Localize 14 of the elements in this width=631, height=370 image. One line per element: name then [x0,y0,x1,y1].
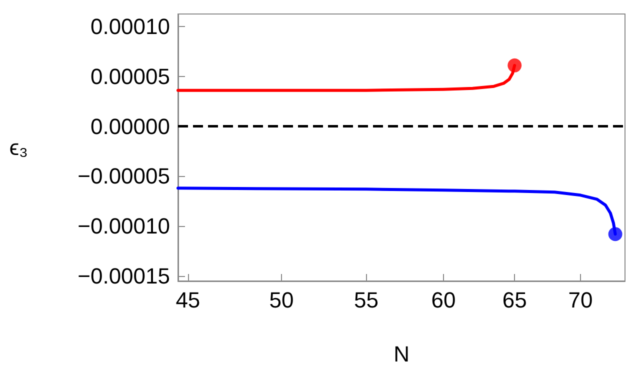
x-tick-label: 65 [502,288,527,312]
x-tick-label: 55 [354,288,378,312]
y-axis-title: ϵ₃ [9,135,28,160]
x-tick-label: 45 [176,288,200,312]
x-tick-label: 70 [568,288,593,312]
x-tick-label: 60 [431,288,456,312]
x-tick-label: 50 [269,288,294,312]
y-tick-label: −0.00015 [78,264,170,289]
x-axis-title: N [394,342,410,366]
y-tick-label: −0.00005 [78,164,170,189]
y-tick-label: 0.00010 [90,14,170,39]
y-tick-label: 0.00005 [90,64,170,89]
y-tick-label: −0.00010 [78,214,170,239]
y-tick-label: 0.00000 [90,114,170,139]
